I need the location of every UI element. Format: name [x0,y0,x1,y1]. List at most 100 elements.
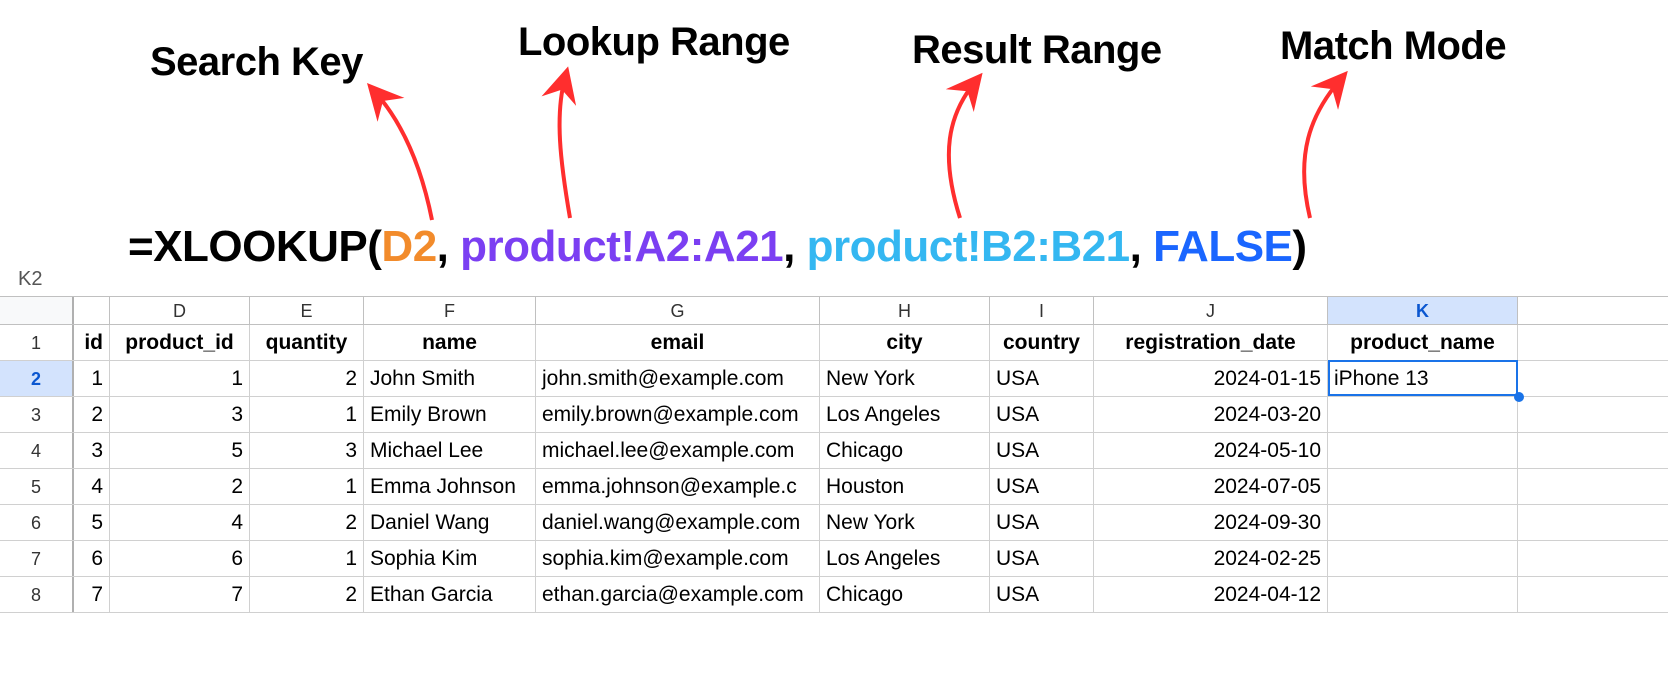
cell[interactable]: 1 [250,469,364,504]
cell[interactable]: New York [820,361,990,396]
cell[interactable]: iPhone 13 [1328,361,1518,396]
cell[interactable]: 4 [74,469,110,504]
cell[interactable]: 2024-02-25 [1094,541,1328,576]
cell[interactable]: daniel.wang@example.com [536,505,820,540]
column-header-d[interactable]: D [110,297,250,324]
cell[interactable] [1328,433,1518,468]
cell[interactable]: sophia.kim@example.com [536,541,820,576]
formula-arg4: FALSE [1153,222,1292,271]
cell[interactable]: 2024-09-30 [1094,505,1328,540]
cell[interactable]: USA [990,505,1094,540]
column-header-j[interactable]: J [1094,297,1328,324]
name-box[interactable]: K2 [18,268,42,291]
cell[interactable]: 4 [110,505,250,540]
table-row: 5421Emma Johnsonemma.johnson@example.cHo… [0,469,1668,505]
cell[interactable]: 2 [250,577,364,612]
cell[interactable] [1328,469,1518,504]
cell[interactable] [1328,541,1518,576]
cell[interactable]: 3 [110,397,250,432]
table-row: 6542Daniel Wangdaniel.wang@example.comNe… [0,505,1668,541]
cell[interactable]: Emily Brown [364,397,536,432]
cell[interactable]: USA [990,397,1094,432]
cell[interactable]: USA [990,541,1094,576]
row-header[interactable]: 4 [0,433,74,468]
cell[interactable]: 2 [110,469,250,504]
cell[interactable]: 2024-05-10 [1094,433,1328,468]
cell[interactable]: 2 [250,505,364,540]
cell[interactable]: Emma Johnson [364,469,536,504]
cell[interactable]: emily.brown@example.com [536,397,820,432]
cell[interactable]: 2024-01-15 [1094,361,1328,396]
cell[interactable]: Ethan Garcia [364,577,536,612]
cell[interactable]: 2 [74,397,110,432]
cell[interactable] [1328,505,1518,540]
row-header[interactable]: 2 [0,361,74,396]
cell[interactable]: 5 [74,505,110,540]
cell[interactable]: product_id [110,325,250,360]
column-header-g[interactable]: G [536,297,820,324]
row-header[interactable]: 3 [0,397,74,432]
cell[interactable]: 2024-07-05 [1094,469,1328,504]
row-header[interactable]: 8 [0,577,74,612]
cell[interactable]: city [820,325,990,360]
table-row: 8772Ethan Garciaethan.garcia@example.com… [0,577,1668,613]
spreadsheet-grid[interactable]: D E F G H I J K 1 id product_id quantity… [0,296,1668,613]
cell[interactable] [1328,397,1518,432]
select-all-corner[interactable] [0,297,74,324]
column-header-f[interactable]: F [364,297,536,324]
cell[interactable]: quantity [250,325,364,360]
cell[interactable]: id [74,325,110,360]
cell[interactable]: 7 [74,577,110,612]
cell[interactable]: 5 [110,433,250,468]
cell[interactable]: USA [990,577,1094,612]
cell[interactable]: registration_date [1094,325,1328,360]
formula-bar[interactable]: =XLOOKUP(D2, product!A2:A21, product!B2:… [128,222,1307,272]
cell[interactable]: 2024-03-20 [1094,397,1328,432]
cell[interactable]: email [536,325,820,360]
cell[interactable]: Daniel Wang [364,505,536,540]
cell[interactable]: michael.lee@example.com [536,433,820,468]
cell[interactable]: 1 [250,541,364,576]
column-header-partial[interactable] [74,297,110,324]
cell[interactable]: Los Angeles [820,397,990,432]
table-row: 1 id product_id quantity name email city… [0,325,1668,361]
cell[interactable]: USA [990,433,1094,468]
cell[interactable]: Michael Lee [364,433,536,468]
cell[interactable]: Los Angeles [820,541,990,576]
cell[interactable]: 1 [250,397,364,432]
cell[interactable]: Chicago [820,577,990,612]
cell[interactable]: Sophia Kim [364,541,536,576]
annotation-match-mode: Match Mode [1280,24,1506,69]
cell[interactable]: Chicago [820,433,990,468]
cell[interactable]: name [364,325,536,360]
fill-handle[interactable] [1514,392,1524,402]
cell[interactable]: 3 [250,433,364,468]
cell[interactable]: 1 [74,361,110,396]
cell[interactable]: country [990,325,1094,360]
cell[interactable]: john.smith@example.com [536,361,820,396]
cell[interactable]: ethan.garcia@example.com [536,577,820,612]
row-header[interactable]: 6 [0,505,74,540]
cell[interactable]: 6 [74,541,110,576]
cell[interactable]: John Smith [364,361,536,396]
column-header-i[interactable]: I [990,297,1094,324]
cell[interactable]: 2 [250,361,364,396]
column-header-k[interactable]: K [1328,297,1518,324]
cell[interactable]: 1 [110,361,250,396]
column-header-h[interactable]: H [820,297,990,324]
cell[interactable]: product_name [1328,325,1518,360]
cell[interactable]: 7 [110,577,250,612]
cell[interactable]: USA [990,469,1094,504]
row-header[interactable]: 5 [0,469,74,504]
cell[interactable]: emma.johnson@example.c [536,469,820,504]
cell[interactable]: Houston [820,469,990,504]
cell[interactable]: 2024-04-12 [1094,577,1328,612]
cell[interactable]: New York [820,505,990,540]
column-header-e[interactable]: E [250,297,364,324]
cell[interactable]: 6 [110,541,250,576]
cell[interactable]: 3 [74,433,110,468]
row-header[interactable]: 1 [0,325,74,360]
cell[interactable] [1328,577,1518,612]
cell[interactable]: USA [990,361,1094,396]
row-header[interactable]: 7 [0,541,74,576]
